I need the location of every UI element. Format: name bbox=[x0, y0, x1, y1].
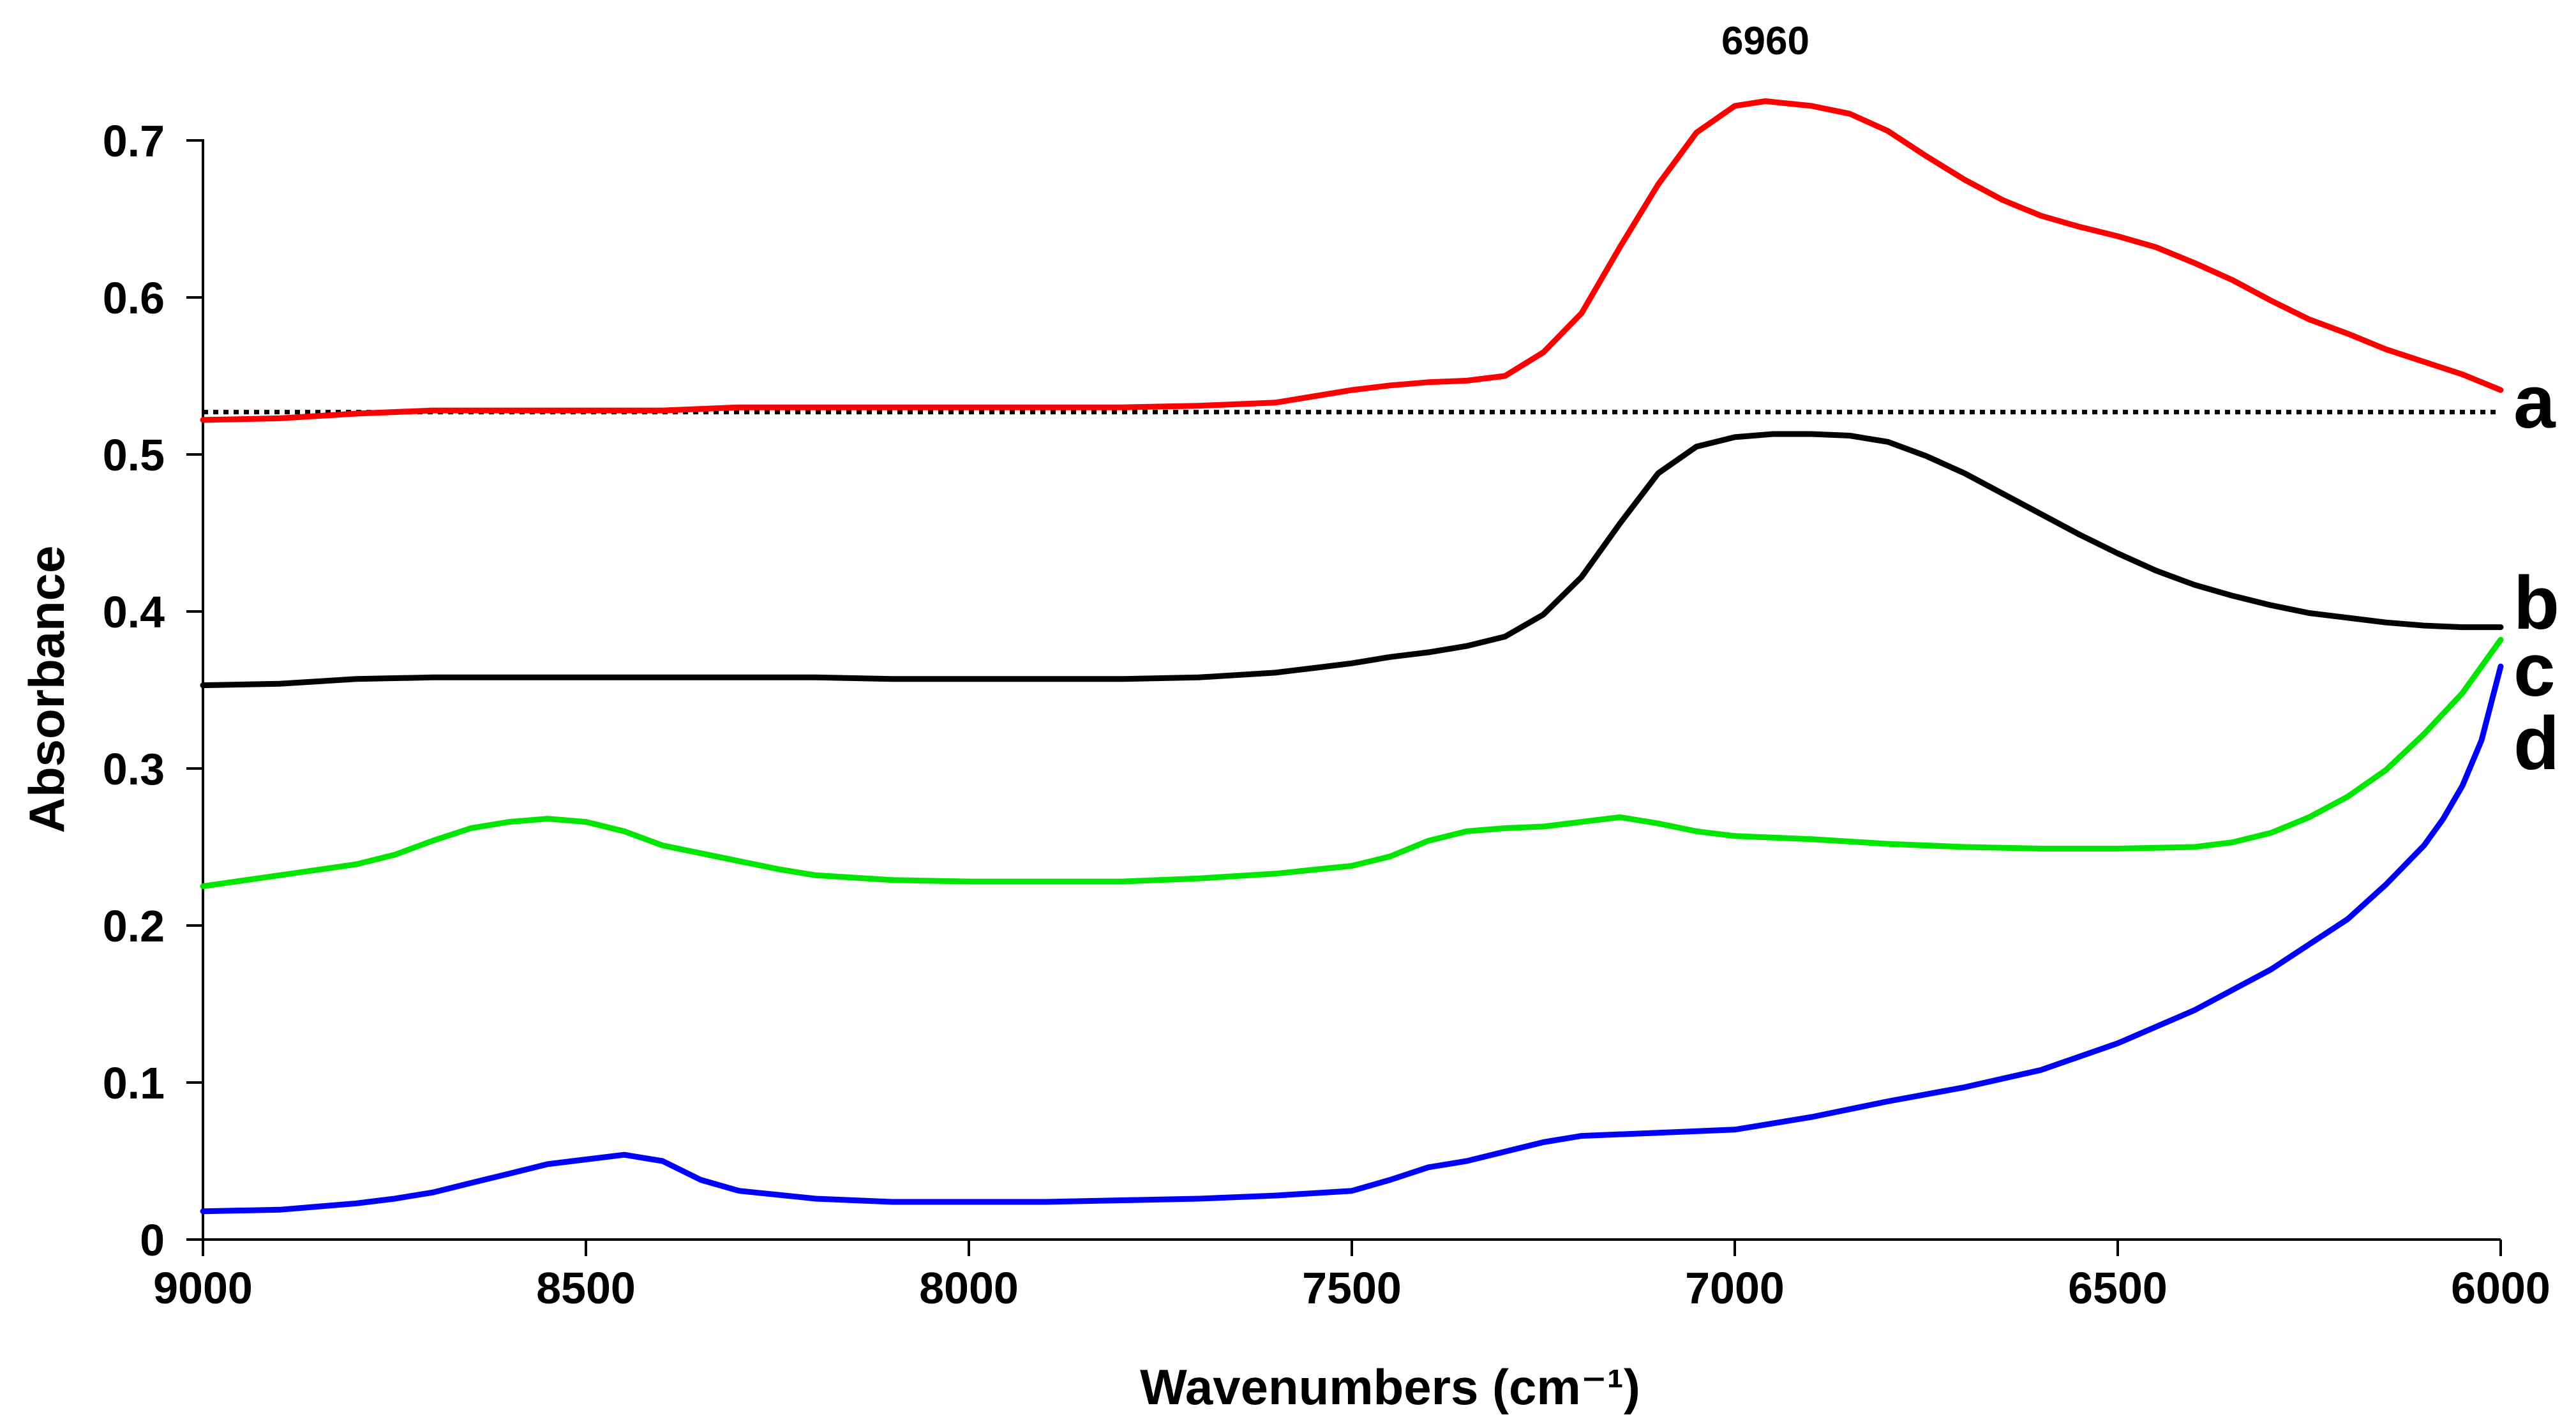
series-label-b: b bbox=[2513, 561, 2559, 645]
y-tick-label: 0.6 bbox=[103, 273, 165, 323]
y-tick-label: 0.3 bbox=[103, 744, 165, 794]
y-axis-title: Absorbance bbox=[19, 546, 75, 834]
y-tick-label: 0.4 bbox=[103, 587, 165, 637]
peak-annotation: 6960 bbox=[1721, 19, 1809, 63]
x-tick-label: 6500 bbox=[2068, 1263, 2168, 1313]
x-tick-label: 8500 bbox=[536, 1263, 636, 1313]
y-tick-label: 0.5 bbox=[103, 430, 165, 480]
x-tick-label: 7500 bbox=[1302, 1263, 1402, 1313]
axes bbox=[202, 139, 2501, 1241]
series-group bbox=[200, 98, 2504, 1215]
series-labels: a bcd bbox=[2513, 360, 2559, 786]
series-label-a: a bbox=[2513, 360, 2556, 444]
x-tick-label: 9000 bbox=[153, 1263, 253, 1313]
x-tick-label: 6000 bbox=[2451, 1263, 2550, 1313]
series-line-d bbox=[200, 663, 2504, 1215]
series-label-c: c bbox=[2513, 628, 2556, 712]
y-tick-label: 0.2 bbox=[103, 901, 165, 951]
y-tick-label: 0.1 bbox=[103, 1058, 165, 1108]
y-ticks: 0 0.1 0.2 0.3 0.4 0.5 0.6 0.7 bbox=[103, 116, 203, 1265]
x-axis-title: Wavenumbers (cm⁻¹) bbox=[1140, 1359, 1640, 1415]
series-line-a bbox=[200, 98, 2504, 423]
y-tick-label: 0 bbox=[140, 1215, 165, 1265]
x-tick-label: 7000 bbox=[1685, 1263, 1785, 1313]
x-ticks: 9000 8500 8000 7500 7000 6500 6000 bbox=[153, 1240, 2550, 1313]
x-tick-label: 8000 bbox=[919, 1263, 1019, 1313]
series-line-b bbox=[200, 431, 2504, 689]
series-label-d: d bbox=[2513, 701, 2559, 786]
series-line-c bbox=[200, 636, 2504, 889]
y-tick-label: 0.7 bbox=[103, 116, 165, 166]
